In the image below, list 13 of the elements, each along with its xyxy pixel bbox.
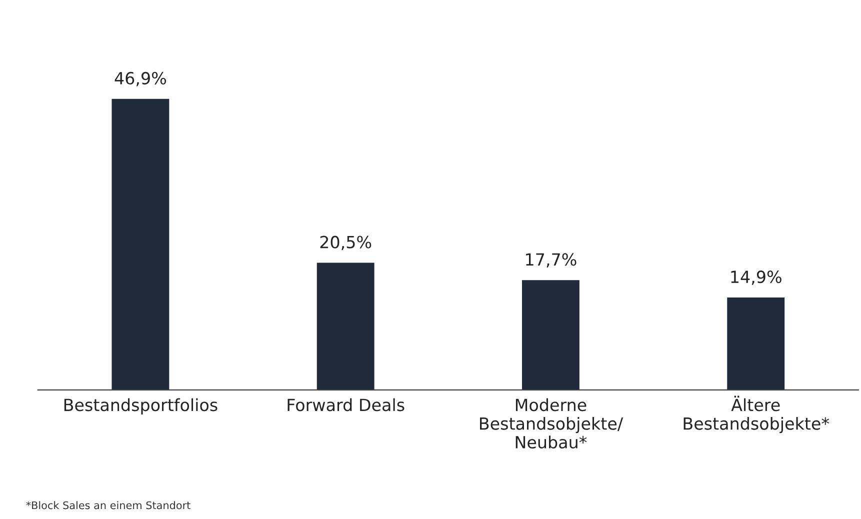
bar: [522, 280, 580, 390]
x-tick-label: Forward Deals: [288, 398, 404, 412]
data-label: 14,9%: [731, 270, 782, 285]
bar: [727, 297, 785, 390]
x-tick-label: Bestandsportfolios: [64, 398, 218, 414]
bar: [316, 262, 374, 390]
text: *Block Sales an einem Standort: [26, 501, 190, 510]
x-tick-label: Ältere Bestandsobjekte*: [684, 396, 830, 434]
data-label: 20,5%: [320, 236, 372, 250]
data-label: 17,7%: [526, 253, 576, 268]
data-label: 46,9%: [114, 72, 166, 86]
bar: [112, 98, 170, 390]
x-tick-label: Moderne Bestandsobjekte/ Neubau*: [480, 398, 624, 449]
